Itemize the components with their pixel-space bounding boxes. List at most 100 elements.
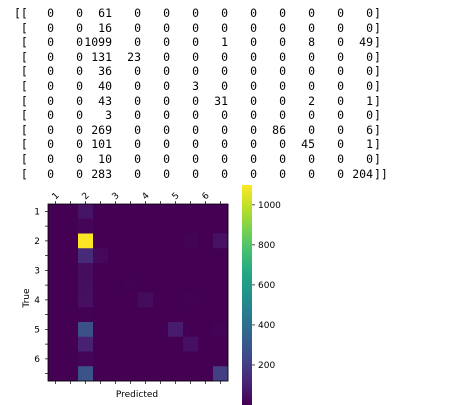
colorbar-tick-label: 1000 xyxy=(258,201,281,211)
heatmap-cell xyxy=(168,322,184,338)
matrix-cell-value: 0 xyxy=(337,166,344,181)
matrix-cell-value: 0 xyxy=(250,122,257,137)
matrix-bracket-open: [ xyxy=(14,137,28,152)
heatmap-cell xyxy=(198,277,214,293)
matrix-cell-value: 0 xyxy=(221,137,228,152)
heatmap-cell xyxy=(153,277,169,293)
heatmap-cell xyxy=(78,366,94,382)
heatmap-cell xyxy=(213,322,229,338)
matrix-cell-value: 0 xyxy=(366,49,373,64)
matrix-cell-value: 16 xyxy=(98,20,112,35)
heatmap-cell xyxy=(183,218,199,234)
heatmap-cell xyxy=(108,248,124,264)
matrix-cell-value: 101 xyxy=(91,137,112,152)
heatmap-cell xyxy=(183,263,199,279)
colorbar-tick-label: 200 xyxy=(258,361,275,371)
matrix-bracket-close: ] xyxy=(374,151,381,166)
y-tick-label: 2 xyxy=(34,237,40,247)
heatmap-cell xyxy=(108,277,124,293)
matrix-cell-value: 0 xyxy=(221,151,228,166)
heatmap-cell xyxy=(108,263,124,279)
matrix-row: [0 0 283 0 0 0 0 0 0 0 0 204]] xyxy=(14,167,414,182)
matrix-cell-value: 86 xyxy=(272,122,286,137)
confusion-matrix-heatmap: 1 2 3 4 5 6 1 2 3 4 5 6 Predicted True 200 400 600 80… xyxy=(22,185,281,405)
matrix-cell-value: 131 xyxy=(91,49,112,64)
heatmap-cell xyxy=(138,292,154,308)
matrix-cell-value: 0 xyxy=(47,6,54,20)
matrix-cell-value: 0 xyxy=(47,49,54,64)
matrix-cell-value: 0 xyxy=(192,166,199,181)
matrix-cell-value: 0 xyxy=(250,20,257,35)
heatmap-cell xyxy=(123,351,139,367)
y-axis-ticks: 1 2 3 4 5 6 xyxy=(34,207,48,374)
heatmap-cell xyxy=(48,263,64,279)
matrix-cell-value: 0 xyxy=(221,78,228,93)
heatmap-cell xyxy=(123,233,139,249)
matrix-cell-value: 0 xyxy=(134,93,141,108)
matrix-cell-value: 0 xyxy=(134,166,141,181)
matrix-cell-value: 0 xyxy=(279,20,286,35)
matrix-bracket-close: ] xyxy=(374,6,381,20)
heatmap-cell xyxy=(63,233,79,249)
x-tick-label: 6 xyxy=(201,191,212,202)
matrix-cell-value: 0 xyxy=(308,20,315,35)
heatmap-cell xyxy=(198,233,214,249)
heatmap-cell xyxy=(93,277,109,293)
matrix-cell-value: 0 xyxy=(279,64,286,79)
matrix-cell-value: 0 xyxy=(47,122,54,137)
heatmap-cell xyxy=(108,204,124,220)
heatmap-cell xyxy=(213,233,229,249)
heatmap-cell xyxy=(123,322,139,338)
matrix-cell-value: 0 xyxy=(366,6,373,20)
matrix-bracket-open: [ xyxy=(14,93,28,108)
matrix-row: [0 0 40 0 0 3 0 0 0 0 0 0] xyxy=(14,79,414,94)
heatmap-cell xyxy=(198,351,214,367)
colorbar-tick-label: 400 xyxy=(258,321,275,331)
heatmap-cell xyxy=(183,233,199,249)
matrix-cell-value: 31 xyxy=(214,93,228,108)
matrix-bracket-close: ] xyxy=(374,35,381,50)
heatmap-cell xyxy=(198,292,214,308)
matrix-bracket-open: [ xyxy=(14,108,28,123)
matrix-cell-value: 0 xyxy=(76,49,83,64)
matrix-cell-value: 0 xyxy=(134,122,141,137)
matrix-cell-value: 0 xyxy=(337,49,344,64)
heatmap-cell xyxy=(63,277,79,293)
heatmap-cell xyxy=(138,336,154,352)
heatmap-cell xyxy=(78,351,94,367)
heatmap-cell xyxy=(183,366,199,382)
matrix-cell-value: 0 xyxy=(337,137,344,152)
matrix-cell-value: 0 xyxy=(337,20,344,35)
heatmap-cell xyxy=(153,292,169,308)
heatmap-cell xyxy=(153,263,169,279)
matrix-row: [0 0 3 0 0 0 0 0 0 0 0 0] xyxy=(14,108,414,123)
matrix-cell-value: 0 xyxy=(134,137,141,152)
heatmap-cell xyxy=(48,307,64,323)
matrix-cell-value: 0 xyxy=(308,49,315,64)
matrix-cell-value: 0 xyxy=(308,64,315,79)
matrix-row: [[0 0 61 0 0 0 0 0 0 0 0 0] xyxy=(14,6,414,21)
matrix-cell-value: 0 xyxy=(192,35,199,50)
matrix-cell-value: 0 xyxy=(76,93,83,108)
matrix-cell-value: 0 xyxy=(134,64,141,79)
matrix-bracket-open: [ xyxy=(14,166,28,181)
heatmap-cell xyxy=(168,292,184,308)
heatmap-cell xyxy=(93,292,109,308)
matrix-cell-value: 0 xyxy=(47,20,54,35)
heatmap-cell xyxy=(198,322,214,338)
heatmap-cell xyxy=(213,277,229,293)
heatmap-cell xyxy=(168,336,184,352)
matrix-cell-value: 0 xyxy=(192,151,199,166)
heatmap-cell xyxy=(48,277,64,293)
heatmap-cell xyxy=(138,322,154,338)
matrix-cell-value: 0 xyxy=(337,64,344,79)
x-axis-title: Predicted xyxy=(116,390,158,400)
heatmap-cell xyxy=(168,233,184,249)
heatmap-cell xyxy=(93,322,109,338)
matrix-cell-value: 0 xyxy=(366,108,373,123)
matrix-cell-value: 0 xyxy=(279,6,286,20)
matrix-cell-value: 0 xyxy=(134,151,141,166)
heatmap-cell xyxy=(183,292,199,308)
matrix-cell-value: 0 xyxy=(192,108,199,123)
matrix-cell-value: 49 xyxy=(359,35,373,50)
